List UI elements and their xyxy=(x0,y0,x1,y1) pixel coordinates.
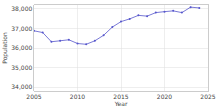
svg-text:2025: 2025 xyxy=(200,93,215,100)
svg-text:Year: Year xyxy=(114,100,128,107)
svg-text:35,000: 35,000 xyxy=(11,64,32,71)
svg-text:2020: 2020 xyxy=(157,93,172,100)
svg-text:38,000: 38,000 xyxy=(11,5,32,12)
svg-text:34,000: 34,000 xyxy=(11,83,32,90)
svg-text:2005: 2005 xyxy=(26,93,41,100)
svg-text:2015: 2015 xyxy=(113,93,128,100)
svg-text:Population: Population xyxy=(1,32,9,64)
svg-text:36,000: 36,000 xyxy=(11,44,32,51)
svg-text:2010: 2010 xyxy=(70,93,85,100)
svg-text:37,000: 37,000 xyxy=(11,25,32,32)
